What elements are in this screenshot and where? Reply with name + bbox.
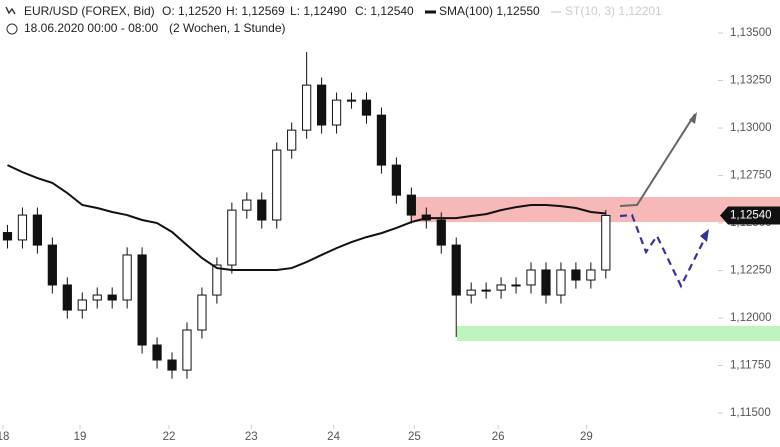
- candle-body: [466, 289, 476, 296]
- x-tick-label: 23: [245, 431, 258, 443]
- ohlc-close: C: 1,12540: [355, 4, 414, 18]
- current-price-box: [720, 206, 780, 225]
- y-tick-label: 1,12250: [730, 265, 772, 277]
- sma-legend: SMA(100) 1,12550: [439, 4, 540, 18]
- y-tick-label: 1,13500: [730, 27, 772, 39]
- candle-body: [556, 269, 566, 296]
- x-tick-label: 25: [408, 431, 421, 443]
- candle-body: [526, 269, 536, 286]
- symbol: EUR/USD (FOREX, Bid): [24, 4, 155, 18]
- y-tick-label: 1,12750: [730, 170, 772, 182]
- st-legend: ST(10, 3) 1,12201: [565, 4, 662, 18]
- y-tick-label: 1,13000: [730, 122, 772, 134]
- candle-body: [32, 214, 43, 246]
- candle-body: [197, 294, 207, 331]
- header: EUR/USD (FOREX, Bid) O: 1,12520 H: 1,125…: [5, 4, 662, 35]
- candle-body: [77, 299, 87, 311]
- candle-body: [257, 199, 267, 221]
- y-tick-label: 1,13250: [730, 75, 772, 87]
- marks: [2, 52, 611, 379]
- ohlc-low: L: 1,12490: [290, 4, 347, 18]
- candle-body: [212, 264, 222, 296]
- candle-body: [331, 99, 342, 126]
- zone: [409, 197, 780, 223]
- projection-head: [700, 229, 709, 242]
- candle-body: [122, 254, 132, 301]
- period: (2 Wochen, 1 Stunde): [169, 21, 286, 35]
- candle-body: [496, 284, 506, 291]
- candle-body: [62, 284, 72, 311]
- candle-body: [481, 289, 491, 292]
- candle-body: [511, 284, 521, 287]
- sma-line: [7, 164, 606, 271]
- x-tick-label: 18: [0, 431, 9, 443]
- clock-icon: [6, 23, 18, 35]
- candle-body: [287, 129, 297, 151]
- candle-body: [242, 199, 252, 211]
- y-tick-label: 1,12000: [730, 312, 772, 324]
- candle-body: [272, 149, 282, 221]
- candle-body: [152, 344, 162, 361]
- candle-body: [47, 244, 57, 286]
- arrow-up: [619, 113, 696, 207]
- candle-body: [92, 294, 102, 301]
- y-tick-label: 1,11750: [730, 360, 771, 372]
- y-tick-label: 1,11500: [730, 407, 771, 419]
- ohlc-high: H: 1,12569: [226, 4, 285, 18]
- icon: [5, 6, 16, 15]
- candle-body: [391, 164, 402, 196]
- date-range: 18.06.2020 00:00 - 08:00: [24, 21, 158, 35]
- x-tick-label: 22: [163, 431, 176, 443]
- candle-body: [167, 359, 177, 371]
- x-tick-label: 19: [74, 431, 87, 443]
- candle-body: [586, 269, 596, 281]
- candle-body: [302, 84, 312, 131]
- candle-body: [436, 219, 446, 246]
- candle-body: [361, 99, 372, 116]
- candle-body: [2, 232, 13, 241]
- zones: [409, 197, 780, 342]
- candle-body: [227, 209, 237, 266]
- candle-body: [601, 214, 611, 271]
- candle-body: [406, 194, 416, 216]
- zone: [456, 326, 780, 342]
- x-tick-label: 26: [492, 431, 505, 443]
- x-tick-label: 29: [580, 431, 593, 443]
- candle-body: [137, 254, 147, 346]
- projection: [619, 213, 707, 289]
- candle-body: [541, 269, 551, 296]
- x-tick-label: 24: [327, 431, 340, 443]
- candle-body: [182, 329, 192, 371]
- arrow-head: [689, 112, 697, 124]
- candle-body: [346, 99, 357, 102]
- ohlc-open: O: 1,12520: [162, 4, 222, 18]
- current-price-label: 1,12540: [730, 209, 772, 221]
- candle-body: [107, 294, 117, 301]
- candle-body: [316, 84, 327, 126]
- candle-body: [17, 214, 28, 241]
- candle-body: [451, 244, 461, 296]
- candle-body: [376, 114, 387, 166]
- candle-body: [571, 269, 581, 281]
